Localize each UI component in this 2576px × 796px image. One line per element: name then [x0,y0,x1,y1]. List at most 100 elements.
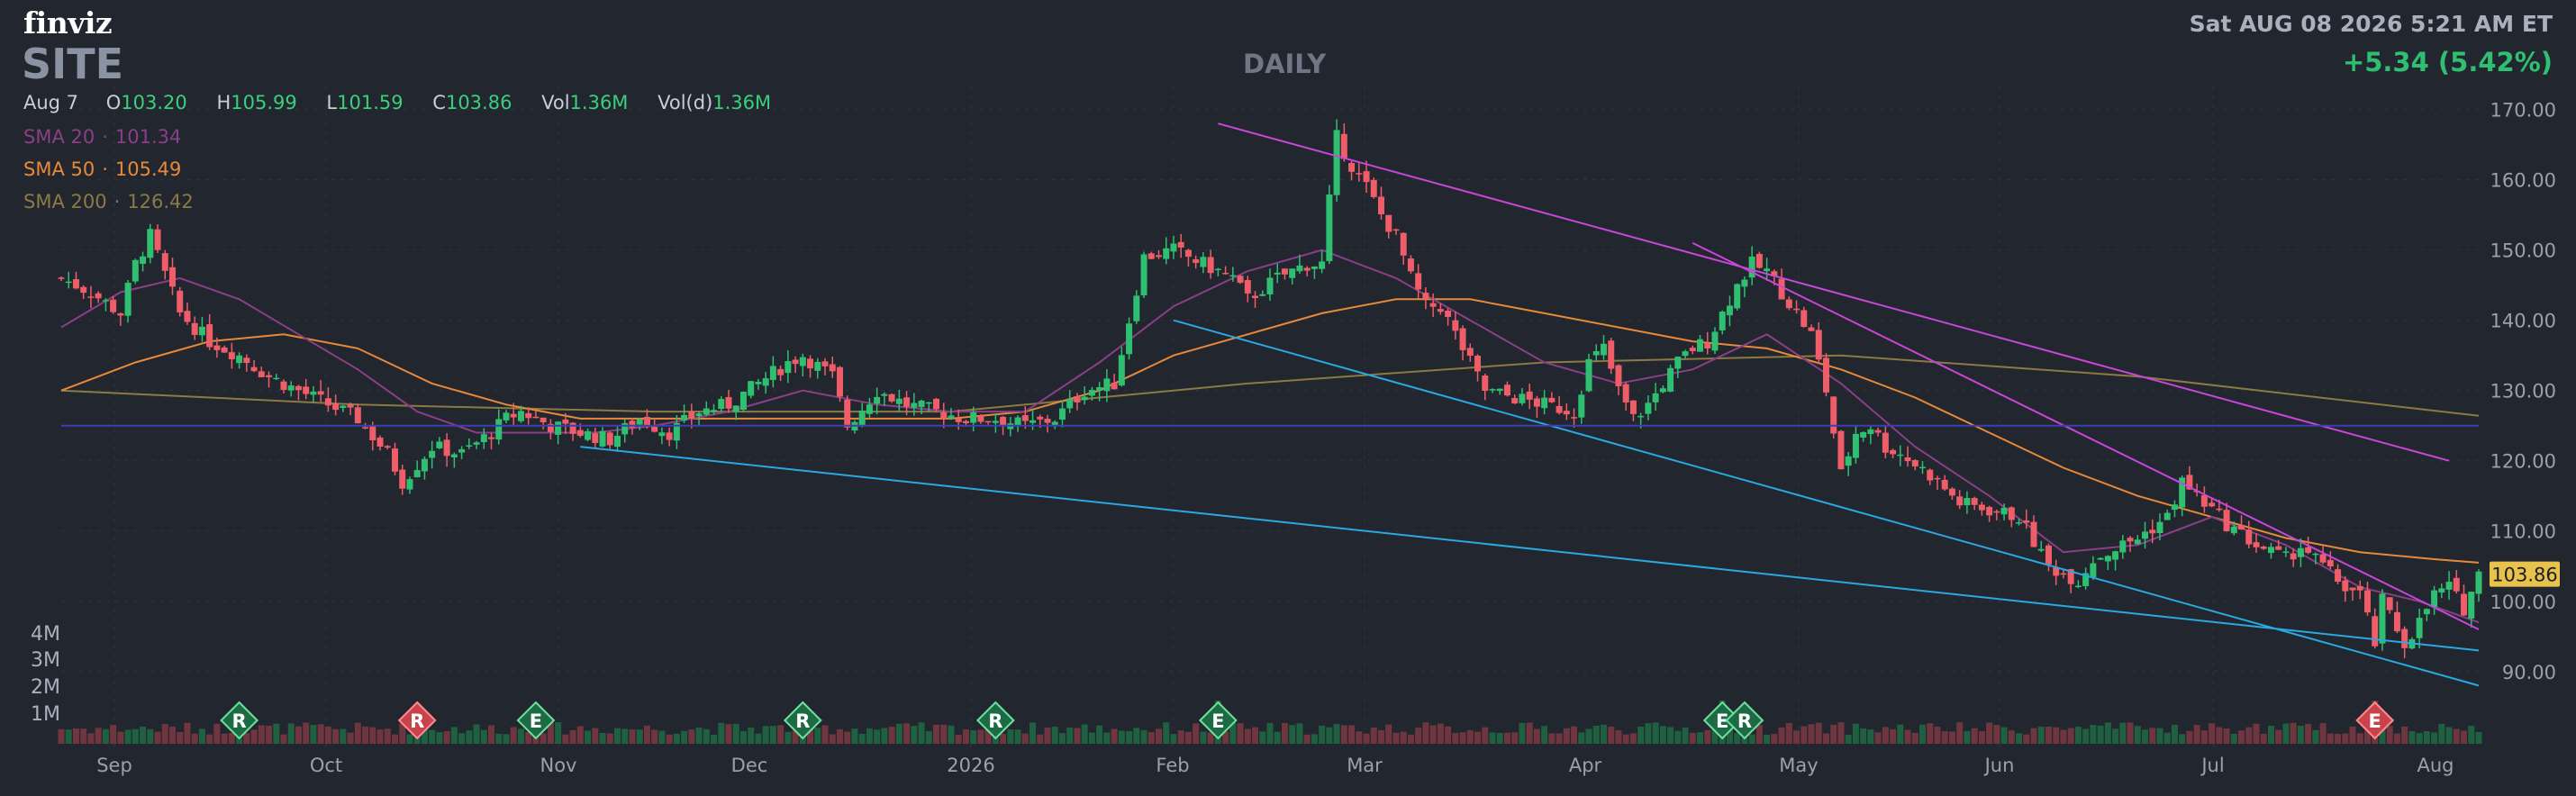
candle-body [2445,582,2453,590]
candle-body [711,410,718,412]
candle-body [1184,249,1192,258]
candle-body [2000,507,2008,515]
candle-body [2393,611,2400,632]
volume-bar [1608,727,1615,744]
volume-bar [1088,732,1095,744]
volume-bar [711,734,718,744]
event-marker[interactable]: R [220,701,259,740]
volume-bar [317,724,324,744]
volume-bar [280,734,287,744]
candle-body [874,396,881,404]
candle-body [866,404,873,414]
volume-bar [703,728,710,744]
volume-bar [792,730,799,744]
volume-bar [851,728,858,744]
sma50-legend[interactable]: SMA 50 · 105.49 [23,158,182,180]
volume-bar [1237,723,1244,744]
candle-body [110,299,117,312]
event-marker[interactable]: E [516,701,556,740]
event-marker[interactable]: E [2355,701,2395,740]
candle-body [1281,268,1288,275]
volume-bar [1993,725,2000,744]
volume-bar [629,728,636,744]
volume-bar [643,725,650,744]
candle-body [2379,593,2386,644]
volume-bar [1044,728,1051,744]
candle-body [1392,229,1400,231]
volume-bar [1289,725,1296,744]
volume-bar [198,728,205,744]
volume-bar [1911,732,1918,744]
candle-body [140,256,147,265]
volume-bar [895,723,903,744]
event-marker[interactable]: E [1198,701,1238,740]
candle-body [895,398,903,404]
candle-body [636,419,643,425]
chart-grid [61,86,2479,747]
volume-bar [2275,729,2282,744]
volume-bar [1755,725,1763,744]
sma200-legend[interactable]: SMA 200 · 126.42 [23,191,194,213]
candle-body [1778,278,1785,300]
sma20-legend[interactable]: SMA 20 · 101.34 [23,126,182,148]
candle-body [576,430,584,436]
volume-bar [1837,722,1845,744]
volume-bar [1266,722,1274,744]
candle-body [2179,477,2186,508]
event-marker[interactable]: R [397,701,437,740]
volume-bar [769,726,776,744]
candle-body [2461,593,2468,616]
volume-bar [844,731,851,744]
event-marker[interactable]: R [1725,701,1764,740]
volume-bar [1541,726,1548,744]
candle-body [1808,327,1815,331]
candle-body [436,441,443,448]
candle-body [592,433,599,444]
volume-bar [658,730,666,744]
volume-bar [2416,732,2423,744]
volume-bar [1096,725,1103,744]
candle-body [962,421,969,423]
candle-body [258,371,265,377]
volume-bar [1184,731,1192,744]
datetime: Sat AUG 08 2026 5:21 AM ET [2189,11,2553,37]
candle-body [406,479,413,490]
finviz-logo[interactable]: finviz [23,5,113,41]
event-marker-label: R [988,710,1002,732]
candle-body [1592,350,1600,356]
volume-bar [1556,733,1563,744]
candle-body [1289,268,1296,278]
candle-body [1126,323,1133,355]
candle-body [1904,457,1911,462]
volume-bar [295,726,302,744]
trend-lines [61,122,2480,687]
volume-bar [1867,729,1874,744]
candle-body [2119,540,2127,553]
volume-bar [168,727,176,744]
volume-bar [1934,726,1941,744]
candle-body [228,352,235,360]
volume-bar [1652,722,1659,744]
candle-body [1103,378,1111,392]
candle-body [1415,273,1422,290]
volume-bar [376,729,384,744]
candle-body [1682,351,1689,357]
volume-bar [1147,732,1155,744]
volume-bar [1645,723,1652,744]
volume-bar [1037,734,1044,744]
candle-body [1303,267,1311,271]
volume-bar [911,726,918,744]
volume-bar [1193,723,1200,744]
event-marker[interactable]: R [975,701,1015,740]
candle-body [80,286,87,294]
x-tick-label: Dec [731,755,768,776]
candle-body [87,296,95,298]
candle-body [168,267,176,287]
volume-bar [2008,730,2015,744]
event-marker[interactable]: R [783,701,822,740]
candle-body [161,253,168,271]
volume-bar [777,725,785,744]
candle-body [829,364,836,372]
